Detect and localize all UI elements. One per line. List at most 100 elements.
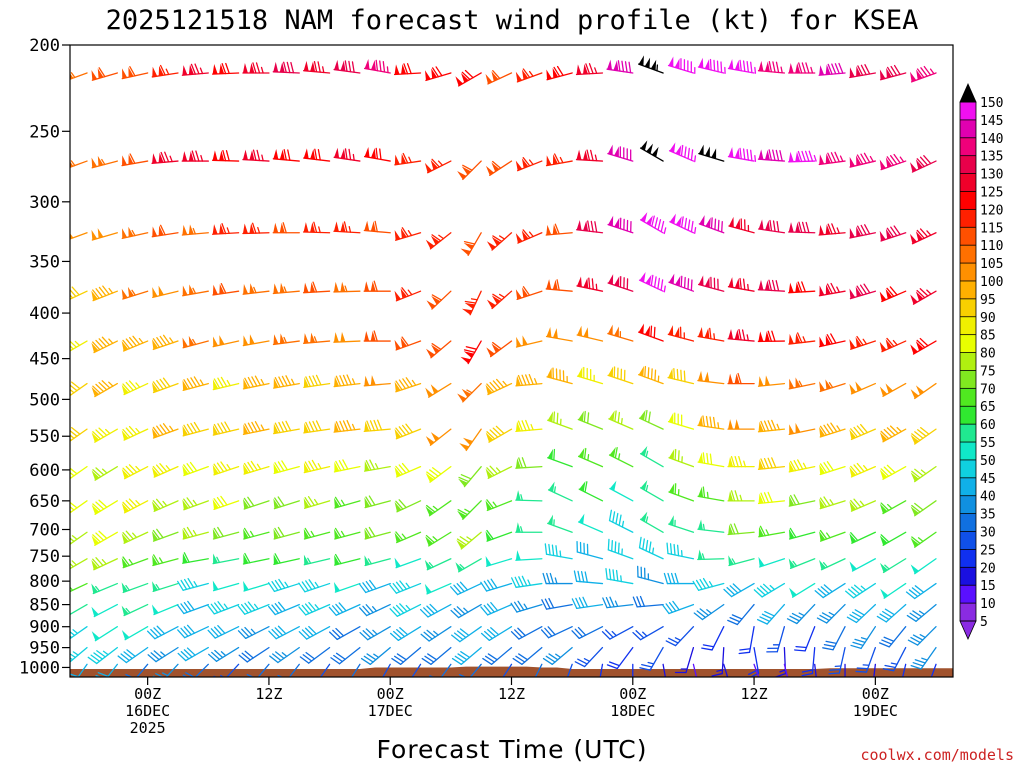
barb-feather — [194, 63, 200, 75]
barb-feather — [544, 543, 548, 555]
barb-flag — [734, 278, 740, 289]
barb-half-feather — [708, 581, 714, 588]
barb-half-feather — [108, 338, 114, 344]
barb-staff — [460, 646, 482, 665]
barb-staff — [636, 603, 664, 608]
barb-flag — [430, 384, 439, 394]
barb-feather — [549, 572, 554, 585]
wind-barb — [459, 428, 482, 452]
barb-staff — [757, 500, 786, 505]
barb-half-feather — [754, 66, 757, 74]
barb-feather — [252, 149, 257, 161]
barb-feather — [515, 655, 526, 663]
barb-feather — [254, 421, 262, 432]
barb-feather — [771, 419, 777, 431]
wind-barb — [575, 63, 604, 76]
barb-staff — [649, 646, 664, 671]
wind-barb — [783, 663, 789, 677]
barb-half-feather — [348, 225, 352, 233]
wind-barb — [486, 232, 513, 251]
barb-feather — [423, 631, 433, 640]
barb-feather — [574, 628, 584, 638]
barb-feather — [767, 457, 773, 469]
barb-half-feather — [918, 610, 926, 616]
barb-half-feather — [162, 500, 168, 507]
wind-barb — [819, 422, 846, 438]
time-tick-label: 00Z — [619, 685, 646, 703]
barb-feather — [308, 421, 315, 433]
barb-half-feather — [102, 650, 109, 656]
barb-feather — [730, 456, 736, 468]
colorbar-label: 45 — [980, 472, 996, 487]
colorbar-swatch — [960, 298, 976, 318]
wind-barb — [182, 376, 209, 391]
barb-flag — [825, 379, 832, 390]
barb-half-feather — [199, 379, 205, 386]
barb-feather — [250, 460, 258, 471]
barb-feather — [363, 655, 374, 663]
barb-half-feather — [386, 66, 389, 74]
colorbar-swatch — [960, 459, 976, 479]
wind-barb — [727, 603, 755, 626]
wind-barb — [181, 63, 209, 76]
barb-staff — [336, 626, 361, 641]
wind-barb — [849, 64, 877, 79]
barb-flag — [758, 493, 764, 504]
barb-feather — [183, 379, 191, 390]
barb-feather — [726, 586, 736, 596]
barb-feather — [346, 419, 352, 431]
barb-feather — [221, 223, 227, 235]
time-tick-label: 17DEC — [368, 702, 413, 720]
barb-feather — [617, 60, 621, 72]
barb-feather — [396, 628, 406, 638]
barb-feather — [305, 682, 315, 685]
barb-feather — [611, 540, 613, 552]
wind-barb — [333, 221, 361, 234]
barb-staff — [534, 663, 543, 677]
barb-flag — [646, 143, 653, 154]
barb-feather — [70, 471, 75, 477]
barb-flag — [609, 480, 617, 491]
pressure-tick-label: 450 — [29, 350, 60, 370]
barb-staff — [303, 428, 331, 434]
barb-feather — [850, 428, 859, 438]
barb-feather — [850, 644, 862, 650]
colorbar-swatch — [960, 513, 976, 533]
barb-feather — [315, 420, 322, 432]
barb-feather — [645, 539, 649, 552]
colorbar-label: 15 — [980, 579, 996, 594]
barb-feather — [553, 66, 561, 77]
wind-barb — [303, 527, 331, 540]
barb-staff — [91, 232, 118, 241]
barb-flag — [158, 285, 164, 296]
barb-half-feather — [340, 499, 346, 506]
barb-feather — [395, 531, 404, 541]
wind-barb — [545, 327, 573, 342]
wind-barb — [697, 486, 725, 502]
barb-flag — [515, 71, 523, 82]
barb-feather — [211, 651, 221, 661]
barb-flag — [819, 65, 825, 76]
barb-feather — [522, 229, 531, 239]
wind-barb — [788, 377, 816, 390]
barb-feather — [893, 64, 901, 76]
wind-barb — [272, 149, 300, 162]
barb-flag — [310, 222, 316, 233]
barb-feather — [639, 595, 646, 607]
barb-feather — [916, 229, 925, 239]
barb-half-feather — [253, 286, 257, 294]
barb-feather — [514, 576, 521, 588]
barb-flag — [158, 225, 164, 236]
barb-feather — [908, 589, 919, 598]
terrain-surface — [70, 666, 953, 677]
barb-feather — [366, 653, 377, 661]
barb-feather — [669, 543, 673, 555]
barb-staff — [395, 382, 422, 393]
barb-flag — [62, 389, 70, 398]
colorbar-min-arrow — [959, 620, 977, 640]
barb-flag — [521, 69, 529, 80]
barb-half-feather — [199, 67, 204, 75]
barb-feather — [164, 151, 170, 163]
barb-feather — [556, 65, 564, 77]
barb-feather — [801, 150, 806, 162]
